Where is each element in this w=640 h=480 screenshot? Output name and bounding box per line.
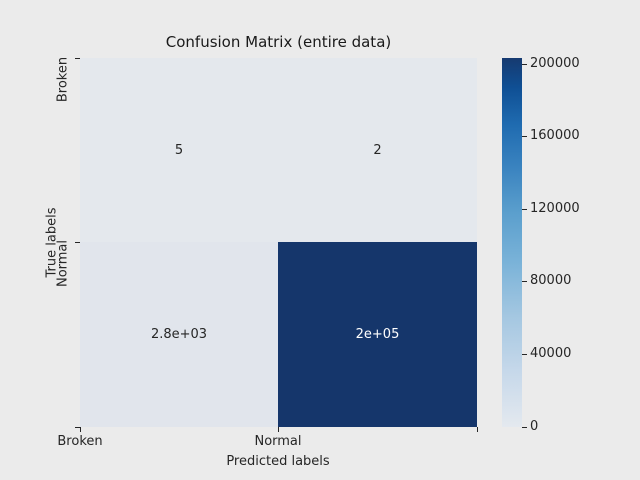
heatmap-plot-area: 5 2 2.8e+03 2e+05 <box>80 58 477 427</box>
chart-title: Confusion Matrix (entire data) <box>165 33 392 51</box>
cell-value: 2e+05 <box>355 327 400 342</box>
cell-value: 2.8e+03 <box>150 327 208 342</box>
colorbar-tick <box>522 427 527 428</box>
x-tick-mark <box>80 427 81 432</box>
colorbar <box>502 58 522 427</box>
x-axis-title: Predicted labels <box>226 454 330 469</box>
cell-broken-normal: 2 <box>278 58 477 242</box>
cell-value: 5 <box>174 142 184 158</box>
colorbar-tick <box>522 209 527 210</box>
colorbar-label: 200000 <box>530 56 580 71</box>
cell-normal-normal: 2e+05 <box>278 242 477 427</box>
y-tick-label-broken: Broken <box>55 56 71 103</box>
y-tick-mark <box>75 427 80 428</box>
colorbar-label: 80000 <box>530 273 572 288</box>
y-tick-mark <box>75 58 80 59</box>
colorbar-tick <box>522 354 527 355</box>
x-tick-mark <box>278 427 279 432</box>
y-axis-title: True labels <box>44 207 60 278</box>
colorbar-label: 120000 <box>530 201 580 216</box>
colorbar-label: 160000 <box>530 128 580 143</box>
colorbar-label: 0 <box>530 419 539 434</box>
colorbar-tick <box>522 136 527 137</box>
colorbar-tick <box>522 281 527 282</box>
cell-normal-broken: 2.8e+03 <box>80 242 278 427</box>
colorbar-tick <box>522 64 527 65</box>
cell-value: 2 <box>373 142 382 158</box>
x-tick-label-normal: Normal <box>254 434 302 449</box>
y-tick-mark <box>75 242 80 243</box>
x-tick-label-broken: Broken <box>57 434 103 449</box>
colorbar-label: 40000 <box>530 346 572 361</box>
x-tick-mark <box>477 427 478 432</box>
cell-broken-broken: 5 <box>80 58 278 242</box>
